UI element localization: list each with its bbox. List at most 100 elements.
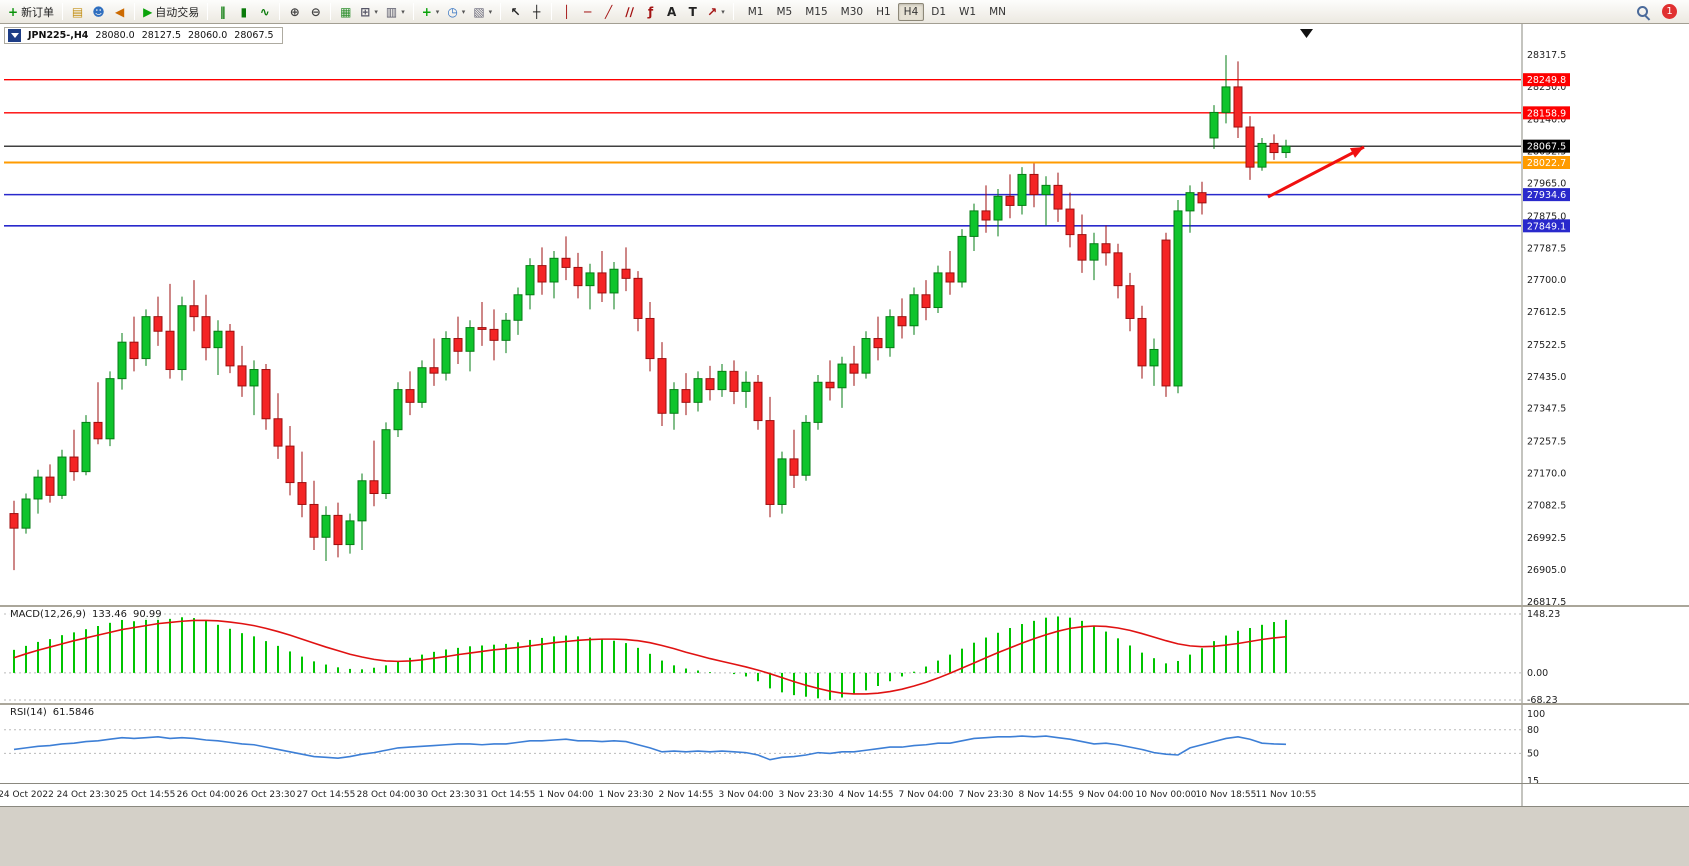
text-label-button[interactable]: T: [682, 2, 703, 22]
zoom-out-icon: ⊖: [310, 4, 321, 19]
vertical-line-button[interactable]: │: [556, 2, 577, 22]
autotrading-button[interactable]: ▶ 自动交易: [139, 2, 203, 22]
cursor-button[interactable]: ↖: [505, 2, 526, 22]
add-indicator-button[interactable]: + ▾: [418, 2, 444, 22]
svg-text:27875.0: 27875.0: [1527, 211, 1566, 222]
news-button[interactable]: ◀: [109, 2, 130, 22]
svg-text:28067.5: 28067.5: [1527, 142, 1566, 153]
tile-windows-button[interactable]: ▦: [335, 2, 356, 22]
svg-text:100: 100: [1527, 709, 1545, 720]
notification-badge[interactable]: 1: [1662, 4, 1677, 19]
line-chart-button[interactable]: ∿: [254, 2, 275, 22]
ohlc-high: 28127.5: [141, 30, 181, 41]
community-button[interactable]: ☻: [88, 2, 109, 22]
macd-label: MACD(12,26,9) 133.46 90.99: [8, 609, 164, 620]
timeframe-h1-button[interactable]: H1: [876, 5, 891, 18]
chart-profiles-icon: ▥: [385, 4, 398, 19]
fibonacci-button[interactable]: ƒ: [640, 2, 661, 22]
dropdown-caret-icon: ▾: [374, 7, 378, 16]
toolbar: + 新订单 ▤ ☻ ◀ ▶ 自动交易 ‖ ▮ ∿ ⊕ ⊖ ▦ ⊞ ▾ ▥ ▾ + ▾ ◷ ▾ ▧ ▾ ↖ ┼ │ ─ ╱ ∕∕ ƒ A T ↗ ▾…: [0, 0, 1689, 24]
search-button[interactable]: [1632, 2, 1654, 22]
svg-text:4 Nov 14:55: 4 Nov 14:55: [839, 790, 894, 800]
svg-text:28317.5: 28317.5: [1527, 50, 1566, 61]
svg-text:27849.1: 27849.1: [1527, 221, 1566, 232]
svg-text:27257.5: 27257.5: [1527, 437, 1566, 448]
horizontal-line-icon: ─: [584, 4, 592, 19]
timeframe-m5-button[interactable]: M5: [776, 5, 793, 18]
pane-resizer-macd[interactable]: [0, 605, 1689, 607]
svg-text:7 Nov 04:00: 7 Nov 04:00: [899, 790, 954, 800]
arrows-button[interactable]: ↗ ▾: [703, 2, 729, 22]
symbol-dropdown-button[interactable]: [8, 29, 21, 42]
new-chart-button[interactable]: ⊞ ▾: [356, 2, 382, 22]
news-icon: ◀: [114, 4, 125, 19]
dropdown-caret-icon: ▾: [488, 7, 493, 16]
svg-text:28140.0: 28140.0: [1527, 115, 1566, 126]
macd-value-main: 133.46: [91, 609, 127, 620]
svg-text:28158.9: 28158.9: [1527, 108, 1566, 119]
market-button[interactable]: ▤: [67, 2, 88, 22]
svg-text:1 Nov 04:00: 1 Nov 04:00: [539, 790, 594, 800]
zoom-in-button[interactable]: ⊕: [284, 2, 305, 22]
annotations[interactable]: [1267, 29, 1365, 199]
timeframe-m1-button[interactable]: M1: [747, 5, 764, 18]
svg-text:26 Oct 04:00: 26 Oct 04:00: [177, 790, 236, 800]
community-icon: ☻: [92, 4, 105, 19]
trend-line-icon: ╱: [605, 4, 613, 19]
ohlc-open: 28080.0: [95, 30, 135, 41]
svg-text:80: 80: [1527, 725, 1539, 736]
price-chart[interactable]: 148.230.00-68.2310080501528317.528230.02…: [0, 24, 1689, 806]
svg-text:11 Nov 10:55: 11 Nov 10:55: [1256, 790, 1317, 800]
timeframe-h4-button[interactable]: H4: [897, 2, 925, 21]
crosshair-button[interactable]: ┼: [526, 2, 547, 22]
cursor-icon: ↖: [510, 4, 521, 19]
svg-text:0.00: 0.00: [1527, 668, 1548, 679]
macd-value-signal: 90.99: [132, 609, 162, 620]
candlestick-chart-button[interactable]: ▮: [233, 2, 254, 22]
templates-button[interactable]: ▧ ▾: [469, 2, 496, 22]
autotrading-label: 自动交易: [155, 5, 200, 19]
timeframe-m30-button[interactable]: M30: [840, 5, 864, 18]
zoom-out-button[interactable]: ⊖: [305, 2, 326, 22]
trend-line-button[interactable]: ╱: [598, 2, 619, 22]
timeframe-mn-button[interactable]: MN: [989, 5, 1006, 18]
text-button[interactable]: A: [661, 2, 682, 22]
svg-text:3 Nov 04:00: 3 Nov 04:00: [719, 790, 774, 800]
dropdown-caret-icon: ▾: [435, 7, 440, 16]
svg-text:26817.5: 26817.5: [1527, 597, 1566, 608]
svg-text:26992.5: 26992.5: [1527, 533, 1566, 544]
new-order-button[interactable]: + 新订单: [4, 2, 58, 22]
svg-text:-68.23: -68.23: [1527, 695, 1558, 706]
dropdown-caret-icon: ▾: [401, 7, 405, 16]
horizontal-line-button[interactable]: ─: [577, 2, 598, 22]
svg-text:28230.0: 28230.0: [1527, 82, 1566, 93]
svg-text:27170.0: 27170.0: [1527, 468, 1566, 479]
candles-layer: [9, 55, 1291, 571]
timeframe-d1-button[interactable]: D1: [931, 5, 947, 18]
timeframe-menu-button[interactable]: ◷ ▾: [443, 2, 469, 22]
svg-text:30 Oct 23:30: 30 Oct 23:30: [417, 790, 476, 800]
equidistant-channel-button[interactable]: ∕∕: [619, 2, 640, 22]
arrows-icon: ↗: [707, 4, 718, 19]
svg-text:7 Nov 23:30: 7 Nov 23:30: [959, 790, 1014, 800]
pane-resizer-rsi[interactable]: [0, 703, 1689, 705]
timeframe-w1-button[interactable]: W1: [959, 5, 977, 18]
svg-text:8 Nov 14:55: 8 Nov 14:55: [1019, 790, 1074, 800]
svg-text:28 Oct 04:00: 28 Oct 04:00: [357, 790, 416, 800]
horizontal-lines[interactable]: [4, 78, 1521, 227]
svg-text:28022.7: 28022.7: [1527, 158, 1566, 169]
chart-symbol-period: JPN225-,H4: [28, 30, 89, 41]
svg-text:1 Nov 23:30: 1 Nov 23:30: [599, 790, 654, 800]
status-bar: [0, 806, 1689, 866]
ohlc-readout: JPN225-,H4 28080.0 28127.5 28060.0 28067…: [4, 27, 283, 44]
svg-text:27 Oct 14:55: 27 Oct 14:55: [297, 790, 356, 800]
notification-count: 1: [1666, 6, 1673, 17]
chart-background: [0, 24, 1689, 806]
templates-icon: ▧: [473, 4, 485, 19]
indicator-panes: [4, 613, 1521, 761]
chart-profiles-button[interactable]: ▥ ▾: [382, 2, 409, 22]
svg-text:25 Oct 14:55: 25 Oct 14:55: [117, 790, 176, 800]
bar-chart-button[interactable]: ‖: [212, 2, 233, 22]
ohlc-low: 28060.0: [188, 30, 228, 41]
timeframe-m15-button[interactable]: M15: [805, 5, 828, 18]
